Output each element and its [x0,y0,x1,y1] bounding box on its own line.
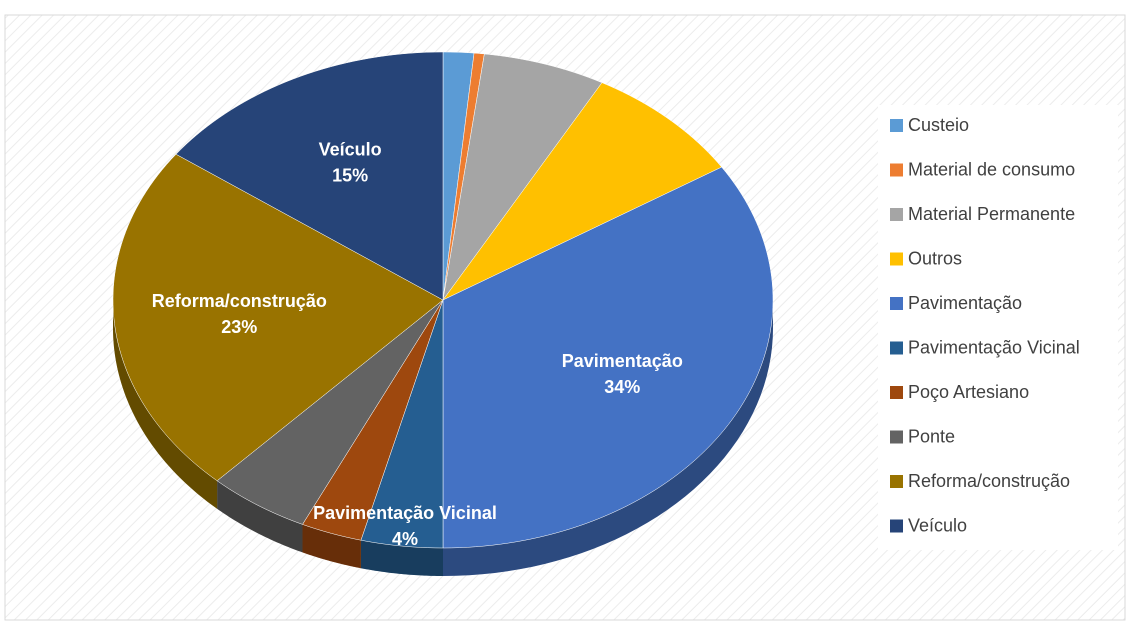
pie-side [217,480,303,553]
pie-side [302,524,361,569]
pie-side [113,300,218,509]
legend-box [878,105,1118,550]
legend-label: Reforma/construção [908,471,1070,491]
legend-label: Material Permanente [908,204,1075,224]
legend-swatch [890,341,903,355]
pie-slice [216,299,444,525]
legend-label: Ponte [908,426,955,446]
pie-slice [442,53,603,301]
legend-swatch [890,430,903,444]
pie-side-shade [113,300,218,509]
pie-side-shade [217,480,303,553]
legend-swatch [890,163,903,177]
data-label-value: 15% [332,166,368,186]
data-label-value: 34% [604,377,640,397]
legend: Custeio Material de consumo Material Perma… [890,115,1080,535]
pie-side [443,300,773,576]
data-label-name: Pavimentação [562,351,683,371]
pie-sides [113,300,773,576]
pie-slice [442,82,723,301]
legend-label: Custeio [908,115,969,135]
pie-slice [175,51,444,301]
data-label-name: Reforma/construção [152,291,327,311]
pie-side-shade [360,540,443,576]
legend-swatch [890,519,903,533]
pie-slice [302,299,444,541]
pie-side-shade [443,300,773,576]
data-label-name: Pavimentação Vicinal [313,503,497,523]
legend-swatch [890,119,903,132]
pie-side-shade [302,524,361,569]
legend-label: Material de consumo [908,159,1075,179]
legend-label: Pavimentação [908,293,1022,313]
pie-slice [442,166,774,549]
legend-swatch [890,297,903,310]
legend-label: Pavimentação Vicinal [908,337,1080,357]
legend-swatch [890,252,903,266]
pie-side [360,540,443,576]
legend-swatch [890,475,903,488]
pie-slice [360,299,444,549]
data-labels: Pavimentação 34% Pavimentação Vicinal 4% Ref… [152,140,683,549]
legend-swatch [890,208,903,221]
data-label-value: 23% [221,317,257,337]
legend-swatch [890,386,903,399]
data-label-value: 4% [392,529,418,549]
legend-label: Outros [908,248,962,268]
data-label-name: Veículo [319,140,382,160]
pie-tops [112,51,774,549]
legend-label: Poço Artesiano [908,382,1029,402]
pie-slice [112,153,444,482]
legend-label: Veículo [908,515,967,535]
